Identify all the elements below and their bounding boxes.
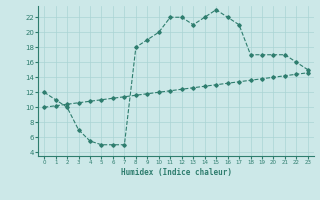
X-axis label: Humidex (Indice chaleur): Humidex (Indice chaleur) <box>121 168 231 177</box>
